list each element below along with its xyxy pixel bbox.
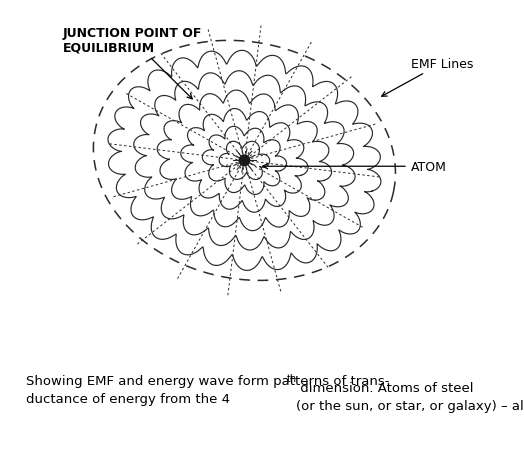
Text: th: th [287, 373, 297, 383]
Text: ATOM: ATOM [263, 161, 446, 173]
Text: Showing EMF and energy wave form patterns of trans-
ductance of energy from the : Showing EMF and energy wave form pattern… [26, 374, 390, 405]
Text: dimension. Atoms of steel
(or the sun, or star, or galaxy) – all function the sa: dimension. Atoms of steel (or the sun, o… [296, 381, 524, 412]
Text: JUNCTION POINT OF
EQUILIBRIUM: JUNCTION POINT OF EQUILIBRIUM [63, 27, 202, 100]
Circle shape [239, 156, 250, 166]
Text: EMF Lines: EMF Lines [381, 57, 473, 97]
